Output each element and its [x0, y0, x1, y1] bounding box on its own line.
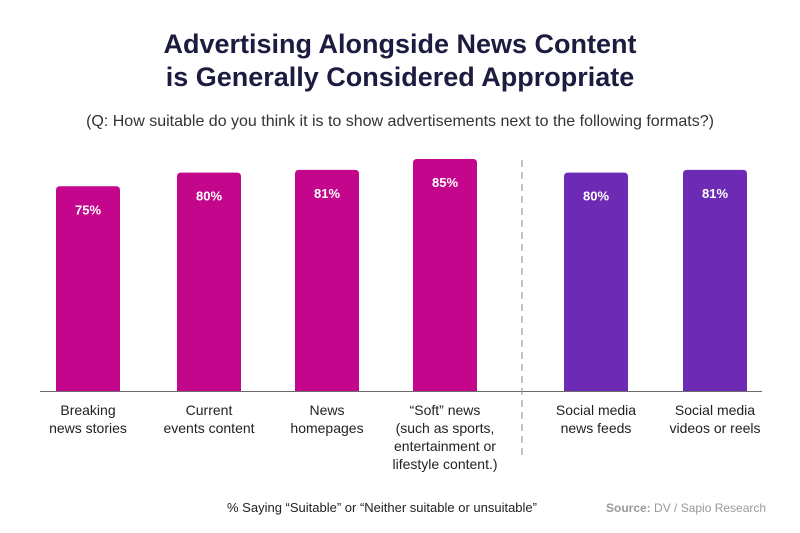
category-label-line: news stories: [49, 420, 127, 436]
chart-title: Advertising Alongside News Content is Ge…: [0, 28, 800, 94]
bar-1: [56, 186, 120, 391]
bar-value-label-3: 81%: [314, 186, 340, 201]
bar-2: [177, 172, 241, 391]
category-label-line: lifestyle content.): [392, 456, 497, 472]
bar-3: [295, 169, 359, 391]
bar-value-label-2: 80%: [196, 189, 222, 204]
bar-6: [683, 169, 747, 391]
bar-4: [413, 158, 477, 391]
bar-value-label-4: 85%: [432, 175, 458, 190]
category-label-5: Social media news feeds: [556, 402, 636, 436]
source-text: DV / Sapio Research: [650, 501, 767, 515]
source-label: Source:: [606, 501, 651, 515]
footer-note: % Saying “Suitable” or “Neither suitable…: [227, 500, 537, 515]
category-label-line: Social media: [675, 402, 755, 418]
chart-subtitle: (Q: How suitable do you think it is to s…: [86, 113, 714, 130]
category-label-line: Current: [186, 402, 233, 418]
category-label-line: Breaking: [60, 402, 115, 418]
category-label-4: “Soft” news (such as sports, entertainment…: [392, 402, 497, 472]
bar-value-label-1: 75%: [75, 202, 101, 217]
bar-value-label-5: 80%: [583, 189, 609, 204]
category-label-line: Social media: [556, 402, 636, 418]
category-label-3: News homepages: [290, 402, 363, 436]
category-label-line: (such as sports,: [396, 420, 495, 436]
bar-value-label-6: 81%: [702, 186, 728, 201]
bar-5: [564, 172, 628, 391]
chart-title-line-2: is Generally Considered Appropriate: [165, 62, 635, 92]
chart-title-line-1: Advertising Alongside News Content: [163, 29, 637, 59]
category-label-2: Current events content: [163, 402, 254, 436]
category-label-1: Breaking news stories: [49, 402, 127, 436]
category-label-line: news feeds: [561, 420, 632, 436]
source-credit: Source: DV / Sapio Research: [606, 501, 766, 515]
category-label-line: videos or reels: [669, 420, 760, 436]
category-label-line: “Soft” news: [410, 402, 481, 418]
category-label-line: entertainment or: [394, 438, 496, 454]
category-label-6: Social media videos or reels: [669, 402, 760, 436]
category-label-line: events content: [163, 420, 254, 436]
category-label-line: News: [309, 402, 344, 418]
category-label-line: homepages: [290, 420, 363, 436]
